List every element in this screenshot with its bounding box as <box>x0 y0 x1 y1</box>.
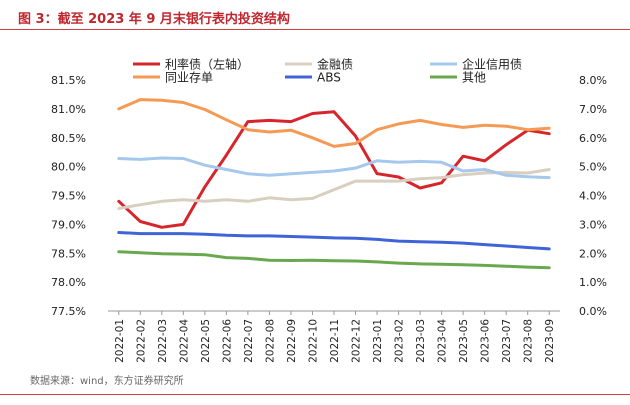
x-axis-tick-label: 2023-03 <box>415 319 427 363</box>
left-axis-tick-label: 79.5% <box>51 190 86 203</box>
right-axis-tick-label: 3.0% <box>579 218 607 231</box>
series-line <box>117 231 551 251</box>
x-axis-tick-label: 2023-02 <box>394 319 406 363</box>
x-axis-tick-label: 2022-12 <box>351 319 363 363</box>
chart-title: 图 3：截至 2023 年 9 月末银行表内投资结构 <box>18 12 290 27</box>
right-axis-tick-label: 8.0% <box>579 74 607 87</box>
left-axis-tick-label: 80.5% <box>51 132 86 145</box>
left-axis-tick-label: 79.0% <box>51 218 86 231</box>
right-axis-tick-label: 1.0% <box>579 276 607 289</box>
title-rule <box>0 29 630 30</box>
x-axis-tick-label: 2023-08 <box>523 319 535 363</box>
left-axis-tick-label: 81.5% <box>51 74 86 87</box>
x-axis-tick-label: 2022-05 <box>200 319 212 363</box>
legend-label: 利率债（左轴） <box>165 57 249 72</box>
left-axis-tick-label: 78.5% <box>51 247 86 260</box>
x-axis-tick-label: 2022-04 <box>178 319 190 363</box>
legend-label: 其他 <box>462 71 486 85</box>
series-line <box>117 168 551 210</box>
x-axis-tick-label: 2023-06 <box>480 319 492 363</box>
x-axis-tick-label: 2023-01 <box>372 319 384 363</box>
x-axis-tick-label: 2022-07 <box>243 319 255 363</box>
legend-label: ABS <box>317 71 341 85</box>
x-axis-tick-label: 2022-09 <box>286 319 298 363</box>
right-axis-tick-label: 7.0% <box>579 103 607 116</box>
x-axis-tick-label: 2022-02 <box>135 319 147 363</box>
x-axis-tick-label: 2023-04 <box>437 319 449 363</box>
x-axis-tick-label: 2022-10 <box>307 319 319 363</box>
legend-label: 同业存单 <box>165 71 213 85</box>
x-axis-tick-label: 2022-01 <box>114 319 126 363</box>
legend-label: 企业信用债 <box>462 57 522 72</box>
left-axis-tick-label: 77.5% <box>51 305 86 318</box>
x-axis-tick-label: 2023-07 <box>501 319 513 363</box>
series-line <box>117 98 551 148</box>
left-axis-tick-label: 80.0% <box>51 161 86 174</box>
right-axis-tick-label: 5.0% <box>579 161 607 174</box>
data-source-note: 数据来源：wind，东方证券研究所 <box>30 376 184 387</box>
x-axis-tick-label: 2022-03 <box>157 319 169 363</box>
right-axis-tick-label: 4.0% <box>579 190 607 203</box>
x-axis-tick-label: 2023-09 <box>544 319 556 363</box>
x-axis-tick-label: 2022-06 <box>221 319 233 363</box>
series-line <box>117 156 551 180</box>
right-axis-tick-label: 2.0% <box>579 247 607 260</box>
x-axis-tick-label: 2023-05 <box>458 319 470 363</box>
right-axis-tick-label: 0.0% <box>579 305 607 318</box>
series-line <box>117 110 551 229</box>
left-axis-tick-label: 81.0% <box>51 103 86 116</box>
right-axis-tick-label: 6.0% <box>579 132 607 145</box>
footer-rule <box>0 394 630 395</box>
left-axis-tick-label: 78.0% <box>51 276 86 289</box>
x-axis-tick-label: 2022-11 <box>329 319 341 363</box>
x-axis-tick-label: 2022-08 <box>264 319 276 363</box>
series-line <box>117 250 551 270</box>
legend-label: 金融债 <box>317 57 353 72</box>
